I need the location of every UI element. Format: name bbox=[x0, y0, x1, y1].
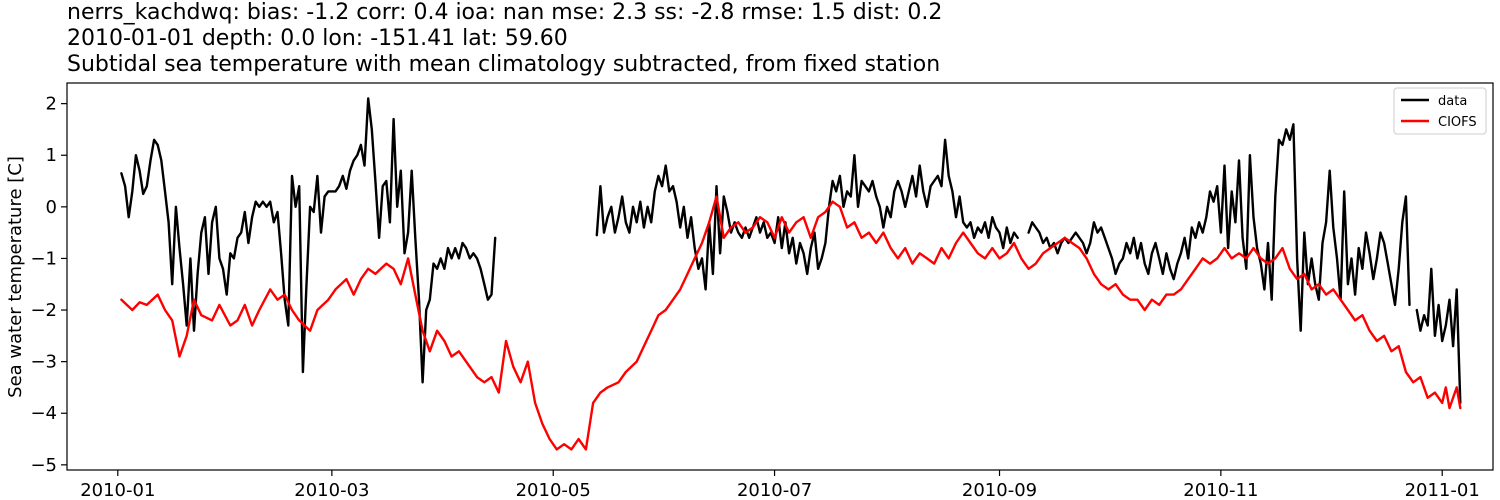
y-tick-label: −3 bbox=[30, 352, 57, 373]
series-ciofs-line-segment-0 bbox=[120, 195, 1462, 451]
y-tick-label: −5 bbox=[30, 455, 57, 476]
series-layer bbox=[120, 97, 1462, 451]
x-tick-label: 2010-09 bbox=[962, 480, 1037, 500]
legend-label-ciofs: CIOFS bbox=[1438, 115, 1477, 130]
x-tick-label: 2010-11 bbox=[1183, 480, 1258, 500]
chart-title-description: Subtidal sea temperature with mean clima… bbox=[67, 52, 941, 77]
x-tick-label: 2010-05 bbox=[516, 480, 591, 500]
y-axis-ticks: −5 −4 −3 −2 −1 0 1 2 bbox=[30, 94, 67, 476]
series-data-line-segment-1 bbox=[595, 138, 1019, 291]
legend-label-data: data bbox=[1438, 94, 1467, 109]
y-tick-label: 1 bbox=[46, 145, 57, 166]
series-data-line-segment-0 bbox=[120, 97, 497, 384]
y-tick-label: −4 bbox=[30, 403, 57, 424]
series-data-line-segment-2 bbox=[1027, 123, 1411, 332]
x-tick-label: 2010-07 bbox=[737, 480, 812, 500]
y-axis-label: Sea water temperature [C] bbox=[5, 156, 26, 398]
x-tick-label: 2011-01 bbox=[1405, 480, 1480, 500]
y-tick-label: −2 bbox=[30, 300, 57, 321]
x-axis-ticks: 2010-01 2010-03 2010-05 2010-07 2010-09 2010-… bbox=[80, 470, 1480, 500]
y-tick-label: −1 bbox=[30, 248, 57, 269]
y-tick-label: 2 bbox=[46, 94, 57, 115]
y-tick-label: 0 bbox=[46, 197, 57, 218]
series-data-line-segment-3 bbox=[1415, 267, 1462, 405]
chart-title-block: nerrs_kachdwq: bias: -1.2 corr: 0.4 ioa:… bbox=[67, 0, 942, 78]
x-tick-label: 2010-01 bbox=[80, 480, 155, 500]
plot-area-frame bbox=[66, 82, 1494, 471]
legend: data CIOFS bbox=[1393, 87, 1487, 135]
x-tick-label: 2010-03 bbox=[294, 480, 369, 500]
chart-title-stats: nerrs_kachdwq: bias: -1.2 corr: 0.4 ioa:… bbox=[67, 0, 943, 25]
chart-title-location: 2010-01-01 depth: 0.0 lon: -151.41 lat: … bbox=[67, 26, 568, 51]
